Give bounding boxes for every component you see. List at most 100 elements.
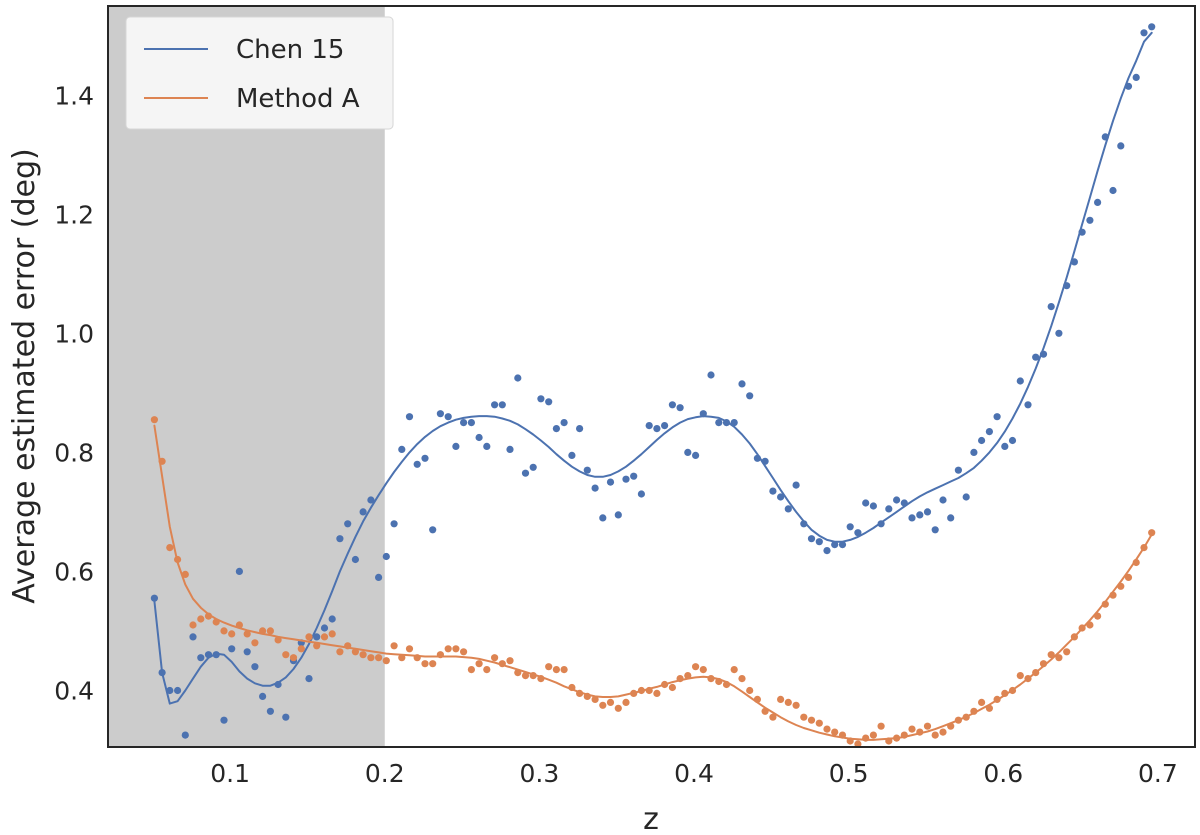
- data-point-method-a: [1140, 544, 1148, 552]
- data-point-chen-15: [947, 514, 955, 522]
- data-point-method-a: [645, 686, 653, 695]
- data-point-method-a: [583, 692, 591, 701]
- data-point-method-a: [1008, 686, 1017, 695]
- data-point-chen-15: [831, 541, 839, 549]
- y-axis-ticks: 0.4 0.6 0.8 1.0 1.2 1.4: [54, 81, 94, 705]
- data-point-chen-15: [854, 529, 862, 537]
- data-point-method-a: [947, 722, 955, 730]
- data-point-method-a: [877, 722, 885, 730]
- data-point-method-a: [722, 680, 731, 689]
- x-axis-ticks: 0.1 0.2 0.3 0.4 0.5 0.6 0.7: [210, 759, 1178, 788]
- data-point-method-a: [297, 645, 305, 653]
- data-point-method-a: [1124, 573, 1133, 582]
- data-point-chen-15: [305, 675, 313, 683]
- legend-label-method-a: Method A: [236, 84, 360, 114]
- data-point-method-a: [1101, 600, 1109, 608]
- data-point-chen-15: [900, 499, 908, 507]
- data-point-chen-15: [1008, 436, 1017, 445]
- data-point-method-a: [746, 686, 754, 695]
- x-tick-label: 0.1: [210, 759, 250, 788]
- x-tick-label: 0.4: [674, 759, 714, 788]
- data-point-chen-15: [645, 422, 653, 430]
- data-point-chen-15: [777, 493, 785, 501]
- data-point-method-a: [1047, 651, 1055, 659]
- data-point-chen-15: [916, 511, 924, 519]
- x-tick-label: 0.2: [365, 759, 405, 788]
- data-point-method-a: [823, 725, 831, 733]
- data-point-chen-15: [591, 484, 599, 492]
- x-tick-label: 0.7: [1138, 759, 1178, 788]
- data-point-method-a: [753, 695, 762, 704]
- data-point-chen-15: [622, 475, 630, 483]
- data-point-chen-15: [838, 541, 847, 549]
- data-point-method-a: [560, 666, 568, 674]
- data-point-chen-15: [1078, 228, 1086, 236]
- y-tick-label: 1.0: [54, 319, 94, 348]
- data-point-method-a: [158, 457, 166, 465]
- data-point-method-a: [978, 698, 986, 707]
- data-point-chen-15: [962, 493, 970, 501]
- data-point-method-a: [174, 555, 182, 564]
- data-point-method-a: [730, 666, 738, 674]
- data-point-chen-15: [243, 648, 251, 656]
- data-point-chen-15: [893, 496, 901, 504]
- data-point-chen-15: [436, 410, 444, 418]
- data-point-chen-15: [1109, 186, 1117, 195]
- series-line-method-a: [153, 424, 1153, 741]
- data-point-chen-15: [421, 454, 429, 462]
- data-point-method-a: [351, 648, 359, 656]
- y-tick-label: 1.2: [54, 200, 94, 229]
- data-point-method-a: [1001, 689, 1009, 698]
- y-tick-label: 0.8: [54, 438, 94, 467]
- data-point-chen-15: [1070, 258, 1078, 266]
- data-point-method-a: [359, 651, 367, 659]
- data-point-method-a: [289, 654, 298, 662]
- data-point-chen-15: [220, 716, 228, 724]
- data-point-chen-15: [908, 514, 916, 522]
- data-point-chen-15: [846, 523, 854, 531]
- data-point-chen-15: [552, 425, 561, 433]
- data-point-chen-15: [483, 442, 491, 450]
- data-point-method-a: [367, 654, 375, 662]
- data-point-chen-15: [1117, 142, 1125, 150]
- data-point-method-a: [900, 731, 908, 739]
- data-point-method-a: [1148, 529, 1156, 537]
- data-point-chen-15: [576, 425, 584, 433]
- data-point-chen-15: [444, 413, 452, 421]
- data-point-method-a: [382, 657, 390, 665]
- data-point-method-a: [421, 660, 429, 668]
- data-point-chen-15: [498, 401, 506, 409]
- data-point-method-a: [622, 698, 630, 707]
- data-point-method-a: [715, 677, 723, 686]
- data-point-chen-15: [684, 448, 692, 456]
- data-point-chen-15: [344, 520, 352, 528]
- data-point-chen-15: [259, 692, 267, 701]
- data-point-chen-15: [978, 436, 986, 445]
- y-tick-label: 0.6: [54, 557, 94, 586]
- data-point-method-a: [993, 695, 1001, 704]
- data-point-chen-15: [715, 419, 723, 427]
- data-point-chen-15: [452, 442, 460, 450]
- data-point-method-a: [684, 672, 692, 680]
- data-point-chen-15: [1094, 198, 1102, 206]
- data-point-chen-15: [405, 413, 414, 421]
- data-point-chen-15: [738, 380, 746, 388]
- data-point-method-a: [854, 740, 862, 748]
- data-point-chen-15: [800, 520, 808, 528]
- data-point-chen-15: [761, 457, 769, 465]
- data-point-method-a: [475, 660, 483, 668]
- data-point-method-a: [614, 704, 622, 712]
- data-point-chen-15: [676, 404, 684, 412]
- data-point-method-a: [197, 615, 205, 623]
- data-point-method-a: [831, 728, 839, 736]
- data-point-method-a: [251, 639, 259, 647]
- data-point-method-a: [336, 648, 344, 656]
- data-point-method-a: [661, 680, 669, 689]
- data-point-chen-15: [699, 410, 707, 418]
- data-point-method-a: [916, 728, 924, 736]
- data-point-method-a: [220, 627, 228, 635]
- data-point-chen-15: [923, 508, 932, 516]
- data-point-chen-15: [599, 514, 607, 522]
- data-point-method-a: [328, 630, 336, 638]
- data-point-method-a: [514, 669, 522, 677]
